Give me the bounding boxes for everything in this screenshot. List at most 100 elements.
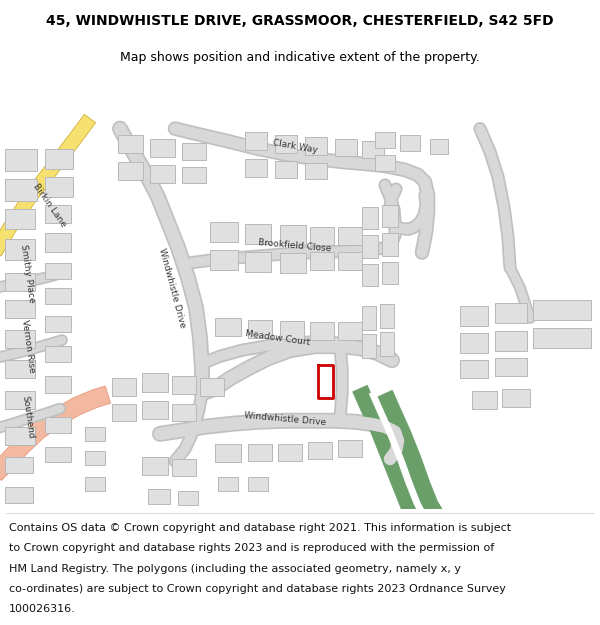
Polygon shape [245, 251, 271, 272]
Text: Brookfield Close: Brookfield Close [258, 238, 332, 253]
Polygon shape [369, 391, 425, 516]
Text: Windwhistle Drive: Windwhistle Drive [244, 411, 326, 427]
Polygon shape [280, 253, 306, 272]
Polygon shape [142, 457, 168, 475]
Polygon shape [215, 444, 241, 462]
Polygon shape [172, 459, 196, 476]
Polygon shape [362, 264, 378, 286]
Polygon shape [112, 378, 136, 396]
Polygon shape [275, 161, 297, 178]
Polygon shape [5, 272, 35, 291]
Polygon shape [210, 222, 238, 243]
Polygon shape [472, 391, 497, 409]
Polygon shape [382, 205, 398, 228]
Polygon shape [430, 139, 448, 154]
Polygon shape [182, 167, 206, 183]
Polygon shape [45, 417, 71, 433]
Polygon shape [248, 320, 272, 338]
Text: 100026316.: 100026316. [9, 604, 76, 614]
Polygon shape [45, 177, 73, 197]
Polygon shape [362, 141, 384, 158]
Polygon shape [248, 477, 268, 491]
Polygon shape [142, 373, 168, 391]
Polygon shape [172, 376, 196, 394]
Polygon shape [118, 134, 143, 152]
Polygon shape [335, 139, 357, 156]
Polygon shape [275, 134, 297, 152]
Polygon shape [310, 251, 334, 269]
Polygon shape [377, 390, 443, 519]
Polygon shape [5, 427, 35, 445]
Polygon shape [362, 208, 378, 229]
Polygon shape [5, 209, 35, 229]
Polygon shape [45, 346, 71, 362]
Polygon shape [45, 447, 71, 462]
Polygon shape [400, 134, 420, 151]
Polygon shape [362, 236, 378, 258]
Polygon shape [45, 205, 71, 223]
Polygon shape [495, 303, 527, 323]
Polygon shape [85, 427, 105, 441]
Polygon shape [210, 249, 238, 269]
Polygon shape [85, 451, 105, 465]
Text: Birkin Lane: Birkin Lane [32, 182, 68, 229]
Polygon shape [502, 389, 530, 407]
Text: Southend: Southend [20, 394, 35, 439]
Polygon shape [178, 491, 198, 506]
Polygon shape [5, 488, 33, 503]
Text: Vernon Rise: Vernon Rise [20, 319, 36, 373]
Polygon shape [533, 300, 591, 320]
Polygon shape [0, 386, 110, 481]
Polygon shape [310, 228, 334, 246]
Polygon shape [5, 179, 37, 201]
Polygon shape [375, 155, 395, 171]
Polygon shape [382, 233, 398, 256]
Polygon shape [45, 376, 71, 392]
Polygon shape [533, 328, 591, 348]
Polygon shape [5, 239, 35, 259]
Polygon shape [338, 228, 362, 246]
Text: 45, WINDWHISTLE DRIVE, GRASSMOOR, CHESTERFIELD, S42 5FD: 45, WINDWHISTLE DRIVE, GRASSMOOR, CHESTE… [46, 14, 554, 28]
Polygon shape [215, 318, 241, 336]
Polygon shape [338, 440, 362, 457]
Polygon shape [5, 360, 35, 378]
Text: Meadow Court: Meadow Court [245, 329, 311, 347]
Polygon shape [375, 132, 395, 148]
Polygon shape [45, 316, 71, 332]
Polygon shape [45, 149, 73, 169]
Text: to Crown copyright and database rights 2023 and is reproduced with the permissio: to Crown copyright and database rights 2… [9, 544, 494, 554]
Polygon shape [172, 404, 196, 421]
Polygon shape [338, 251, 362, 269]
Polygon shape [248, 444, 272, 461]
Polygon shape [0, 114, 95, 256]
Polygon shape [380, 332, 394, 356]
Text: Clark Way: Clark Way [272, 138, 318, 155]
Polygon shape [150, 165, 175, 183]
Polygon shape [142, 401, 168, 419]
Polygon shape [150, 139, 175, 157]
Polygon shape [382, 262, 398, 284]
Polygon shape [45, 233, 71, 251]
Polygon shape [5, 300, 35, 318]
Polygon shape [308, 442, 332, 459]
Polygon shape [245, 224, 271, 244]
Polygon shape [5, 330, 35, 348]
Text: Contains OS data © Crown copyright and database right 2021. This information is : Contains OS data © Crown copyright and d… [9, 523, 511, 533]
Text: co-ordinates) are subject to Crown copyright and database rights 2023 Ordnance S: co-ordinates) are subject to Crown copyr… [9, 584, 506, 594]
Polygon shape [280, 321, 304, 339]
Polygon shape [353, 385, 419, 518]
Polygon shape [245, 159, 267, 177]
Polygon shape [362, 306, 376, 330]
Polygon shape [148, 489, 170, 504]
Polygon shape [278, 444, 302, 461]
Polygon shape [460, 306, 488, 326]
Polygon shape [310, 322, 334, 340]
Polygon shape [280, 226, 306, 246]
Polygon shape [218, 477, 238, 491]
Polygon shape [112, 404, 136, 421]
Polygon shape [118, 162, 143, 180]
Polygon shape [495, 358, 527, 376]
Polygon shape [200, 378, 224, 396]
Polygon shape [338, 322, 362, 340]
Polygon shape [305, 163, 327, 179]
